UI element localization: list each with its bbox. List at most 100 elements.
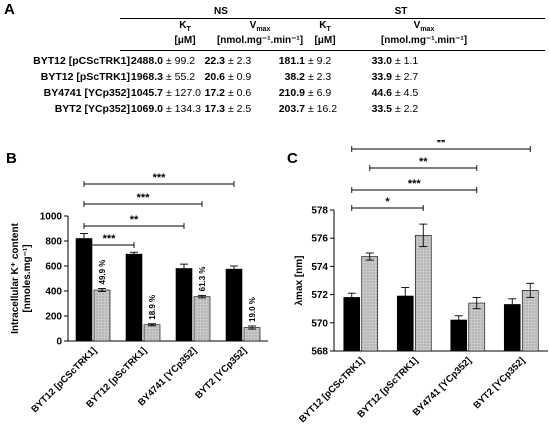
y-axis-label-unit: [nmoles.mg⁻¹] [22,244,33,312]
bar-dark [75,238,93,342]
column-header-symbol: V [413,20,421,31]
bar-dark [503,304,521,352]
column-header-subscript: max [420,26,435,33]
group-header-ns: NS [214,6,228,17]
y-tick-label: 0 [56,337,62,348]
table-cell-sd: ± 2.3 [308,71,332,83]
bar-dark [175,268,193,342]
column-header-4: Vmax [374,20,474,33]
table-cell-mean: 1045.7 [130,87,163,99]
table-cell-mean: 17.2 [204,87,225,99]
table-cell-mean: 203.7 [278,103,305,115]
table-cell-mean: 181.1 [278,55,305,67]
column-header-unit: [μM] [174,35,196,46]
table-cell-sd: ± 6.9 [308,87,332,99]
table-cell-mean: 2488.0 [130,55,163,67]
kinetics-table: A NS ST KT [μM] Vmax [nmol.mg⁻¹.min⁻¹] KT [μM… [0,0,550,120]
table-cell-sd: ± 99.2 [166,55,196,67]
significance-label: ** [419,156,428,168]
y-tick-label: 574 [311,262,328,273]
table-cell-sd: ± 2.3 [228,55,252,67]
table-rule-top [120,18,545,19]
y-tick-label: 576 [311,234,328,245]
bar-stippled [361,256,379,352]
table-cell-sd: ± 134.3 [166,103,201,115]
table-row-strain: BY4741 [YCp352] [43,87,130,99]
y-tick-label: 800 [45,237,62,248]
y-tick-label: 572 [311,290,328,301]
y-tick-label: 200 [45,312,62,323]
significance-label: ** [437,140,446,149]
y-tick-label: 578 [311,206,328,217]
column-header-symbol: K [319,20,327,31]
y-tick-label: 568 [311,347,328,358]
table-cell-mean: 33.9 [371,71,392,83]
y-tick-label: 1000 [40,212,63,223]
column-header-1: KT [135,20,235,33]
group-header-st: ST [394,6,408,17]
table-cell-sd: ± 55.2 [166,71,196,83]
table-cell-sd: ± 2.7 [395,71,419,83]
y-tick-label: 570 [311,318,328,329]
table-cell-sd: ± 4.5 [395,87,419,99]
panel-label-b: B [6,150,17,167]
column-header-3: KT [275,20,375,33]
significance-label: *** [153,172,167,184]
bar-stippled [143,324,161,342]
bar-stippled [414,235,432,352]
table-cell-mean: 17.3 [204,103,225,115]
y-axis-label: λmax [nm] [294,255,305,305]
y-axis-label: Intracellular K⁺ content [10,222,21,334]
table-row-strain: BYT12 [pScTRK1] [40,71,130,83]
table-cell-mean: 1968.3 [130,71,163,83]
bar-percent-label: 19.0 % [248,297,257,322]
table-row-strain: BYT12 [pCScTRK1] [33,55,130,67]
table-cell-sd: ± 0.6 [228,87,252,99]
table-cell-sd: ± 16.2 [308,103,338,115]
bar-stippled [521,290,539,352]
column-header-unit: [nmol.mg⁻¹.min⁻¹] [380,35,468,46]
significance-label: *** [103,233,117,245]
table-cell-mean: 20.6 [204,71,225,83]
column-header-unit: [μM] [314,35,336,46]
significance-label: *** [137,192,151,204]
x-tick-label: BY4741 [YCp352] [411,355,474,418]
column-header-subscript: T [326,26,331,33]
table-cell-sd: ± 0.9 [228,71,252,83]
table-cell-mean: 33.0 [371,55,392,67]
table-rule-header [120,50,545,51]
bar-dark [125,253,143,342]
table-cell-sd: ± 127.0 [166,87,201,99]
x-tick-label: BYT2 [YCp352] [193,345,249,401]
table-cell-sd: ± 1.1 [395,55,419,67]
bar-dark [343,297,361,352]
table-cell-mean: 22.3 [204,55,225,67]
column-header-symbol: V [249,20,257,31]
significance-label: * [385,196,390,208]
column-header-unit: [nmol.mg⁻¹.min⁻¹] [216,35,304,46]
bar-percent-label: 18.9 % [148,295,157,320]
column-header-2: Vmax [210,20,310,33]
table-row-strain: BYT2 [YCp352] [54,103,130,115]
bar-stippled [243,327,261,342]
panel-label-c: C [287,150,298,167]
panel-label-a: A [4,1,15,18]
bar-stippled [93,289,111,342]
table-cell-mean: 210.9 [278,87,305,99]
table-cell-mean: 38.2 [284,71,305,83]
table-cell-sd: ± 2.5 [228,103,252,115]
bar-percent-label: 61.3 % [198,266,207,291]
column-header-symbol: K [179,20,187,31]
bar-stippled [468,302,486,352]
table-cell-sd: ± 2.2 [395,103,419,115]
bar-percent-label: 49.9 % [98,260,107,285]
y-tick-label: 400 [45,287,62,298]
significance-label: ** [130,214,139,226]
table-cell-mean: 44.6 [371,87,392,99]
significance-label: *** [408,178,422,190]
bar-stippled [193,296,211,342]
chart-b-potassium-content: 0 200 400 600 800 1000 Intracellular K⁺ conten… [10,172,268,415]
column-header-subscript: T [186,26,191,33]
bar-dark [225,268,243,342]
